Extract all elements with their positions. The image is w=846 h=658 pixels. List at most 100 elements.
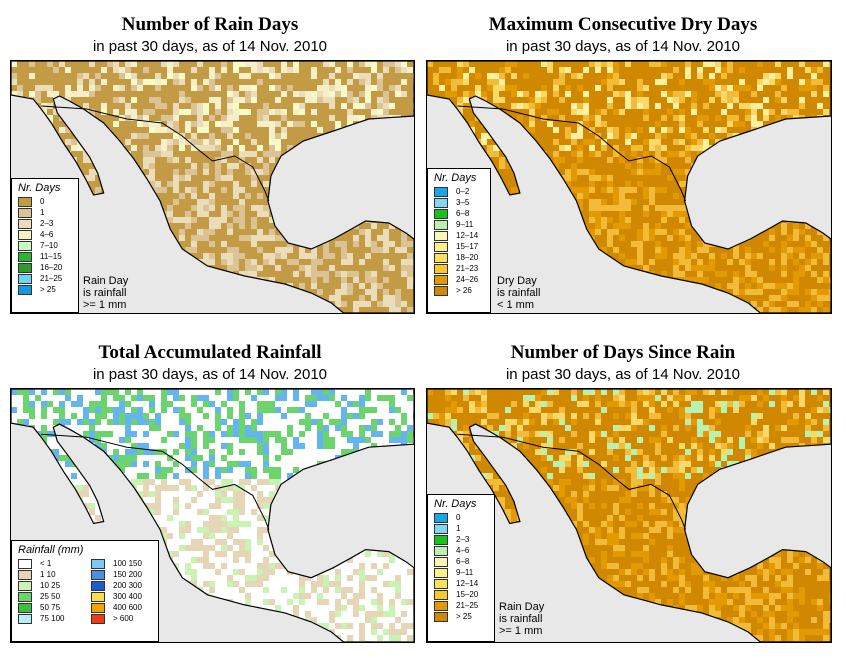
total-rainfall-map <box>10 388 415 643</box>
legend-item: 3–5 <box>434 197 490 208</box>
legend-swatch <box>18 591 32 602</box>
legend-label: 300 400 <box>113 591 142 601</box>
us-mexico-border <box>41 105 270 202</box>
legend-label: 50 75 <box>40 602 61 612</box>
legend-swatch <box>91 613 105 624</box>
legend-label: 11–15 <box>40 251 62 261</box>
legend-item: > 25 <box>434 611 494 622</box>
dry-days-subtitle: in past 30 days, as of 14 Nov. 2010 <box>505 38 741 55</box>
coastline <box>427 389 831 642</box>
days-since-rain-title: Number of Days Since Rain <box>510 342 736 363</box>
legend-item: 15–20 <box>434 589 494 600</box>
legend-swatch <box>434 219 448 230</box>
legend-swatch <box>18 602 32 613</box>
legend-item: 75 100 <box>18 613 85 624</box>
legend-label: 24–26 <box>456 274 479 284</box>
legend-label: 0 <box>456 512 461 522</box>
legend-item: 50 75 <box>18 602 85 613</box>
legend-swatch <box>18 229 32 240</box>
legend-swatch <box>434 186 448 197</box>
legend-label: 3–5 <box>456 197 470 207</box>
legend-item: 4–6 <box>18 229 78 240</box>
legend-label: 15–17 <box>456 241 479 251</box>
legend-item: > 600 <box>91 613 158 624</box>
legend-title: Rainfall (mm) <box>18 544 84 556</box>
legend-label: 10 25 <box>40 580 61 590</box>
legend-label: 1 <box>456 523 461 533</box>
legend-item: 11–15 <box>18 251 78 262</box>
legend-label: > 25 <box>456 611 472 621</box>
legend-swatch <box>434 600 448 611</box>
legend-label: 200 300 <box>113 580 142 590</box>
legend-label: 6–8 <box>456 208 470 218</box>
dry-days-title: Maximum Consecutive Dry Days <box>488 14 758 35</box>
legend-label: 2–3 <box>40 218 54 228</box>
days-since-rain-subtitle: in past 30 days, as of 14 Nov. 2010 <box>505 366 741 383</box>
legend-label: 150 200 <box>113 569 142 579</box>
legend-swatch <box>434 197 448 208</box>
legend-swatch <box>18 613 32 624</box>
dry-days-legend: Nr. Days 0–2 3–5 6–8 9–11 12–14 15–17 18–20 21–… <box>427 168 491 313</box>
legend-label: 6–8 <box>456 556 470 566</box>
legend-swatch <box>18 218 32 229</box>
legend-swatch <box>18 207 32 218</box>
legend-item: 6–8 <box>434 208 490 219</box>
rain-days-legend: Nr. Days 0 1 2–3 4–6 7–10 11–15 16–20 21–25 > 25 <box>11 178 79 313</box>
legend-swatch <box>18 273 32 284</box>
legend-swatch <box>434 252 448 263</box>
legend-item: 12–14 <box>434 578 494 589</box>
legend-swatch <box>18 558 32 569</box>
legend-item: 7–10 <box>18 240 78 251</box>
legend-label: 0–2 <box>456 186 470 196</box>
legend-label: 21–23 <box>456 263 479 273</box>
legend-swatch <box>434 523 448 534</box>
legend-item: > 25 <box>18 284 78 295</box>
legend-label: 12–14 <box>456 578 479 588</box>
legend-item: 18–20 <box>434 252 490 263</box>
us-mexico-border <box>41 433 270 530</box>
legend-swatch <box>434 545 448 556</box>
legend-swatch <box>434 208 448 219</box>
legend-item: 0–2 <box>434 186 490 197</box>
legend-item: 0 <box>18 196 78 207</box>
legend-swatch <box>434 241 448 252</box>
legend-label: 2–3 <box>456 534 470 544</box>
legend-item: 15–17 <box>434 241 490 252</box>
legend-items: 0 1 2–3 4–6 6–8 9–11 12–14 15–20 21–25 > 25 <box>428 512 494 622</box>
legend-label: > 26 <box>456 285 472 295</box>
legend-item: 100 150 <box>91 558 158 569</box>
legend-item: 1 <box>18 207 78 218</box>
legend-label: 18–20 <box>456 252 479 262</box>
legend-item: 400 600 <box>91 602 158 613</box>
legend-swatch <box>18 251 32 262</box>
legend-item: 150 200 <box>91 569 158 580</box>
legend-label: 21–25 <box>40 273 63 283</box>
legend-label: > 25 <box>40 284 56 294</box>
legend-item: 21–25 <box>18 273 78 284</box>
legend-item: 24–26 <box>434 274 490 285</box>
legend-label: 75 100 <box>40 613 65 623</box>
dry-days-note: Dry Day is rainfall < 1 mm <box>497 275 541 311</box>
legend-label: 4–6 <box>456 545 470 555</box>
total-rainfall-subtitle: in past 30 days, as of 14 Nov. 2010 <box>92 366 328 383</box>
legend-swatch <box>91 591 105 602</box>
dry-days-map-canvas <box>427 61 831 313</box>
coastline <box>11 61 414 313</box>
legend-item: 21–25 <box>434 600 494 611</box>
legend-item: 9–11 <box>434 567 494 578</box>
legend-swatch <box>434 556 448 567</box>
coastline <box>427 61 831 313</box>
legend-item: 6–8 <box>434 556 494 567</box>
legend-swatch <box>434 285 448 296</box>
legend-swatch <box>18 196 32 207</box>
legend-swatch <box>434 611 448 622</box>
legend-label: 15–20 <box>456 589 479 599</box>
rain-days-title: Number of Rain Days <box>121 14 299 35</box>
legend-swatch <box>18 569 32 580</box>
legend-swatch <box>434 567 448 578</box>
legend-label: 25 50 <box>40 591 61 601</box>
legend-item: 2–3 <box>18 218 78 229</box>
coastline <box>11 389 414 642</box>
legend-item: 2–3 <box>434 534 494 545</box>
